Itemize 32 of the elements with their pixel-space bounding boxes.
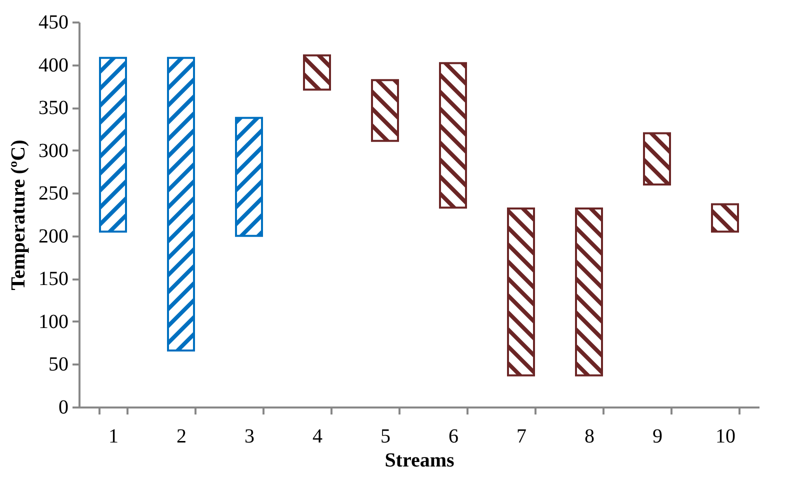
bar <box>507 208 535 376</box>
y-tick-label: 150 <box>38 268 68 290</box>
y-tick-label: 100 <box>38 310 68 333</box>
bar <box>235 116 263 237</box>
x-tick-label: 8 <box>584 426 594 448</box>
bar <box>643 132 671 186</box>
y-tick-label: 350 <box>38 97 68 120</box>
y-tick-label: 400 <box>38 54 68 76</box>
y-tick-label: 450 <box>38 12 68 34</box>
bar <box>711 203 739 233</box>
x-tick-label: 7 <box>516 426 526 448</box>
y-tick-label: 250 <box>38 182 68 205</box>
y-axis-title: Temperature (ºC) <box>8 140 30 290</box>
x-tick-label: 2 <box>176 426 186 448</box>
bar <box>167 56 195 352</box>
x-tick-label: 6 <box>448 426 458 448</box>
bar <box>439 62 467 209</box>
x-axis-title: Streams <box>384 450 455 472</box>
y-tick-label: 0 <box>58 396 68 418</box>
y-tick-label: 50 <box>48 354 68 376</box>
x-tick-label: 4 <box>312 426 322 448</box>
x-tick-label: 5 <box>380 426 390 448</box>
bar <box>99 56 127 233</box>
x-tick-label: 1 <box>108 426 118 448</box>
bar <box>303 54 331 91</box>
x-tick-label: 3 <box>244 426 254 448</box>
y-tick-label: 200 <box>38 225 68 248</box>
x-tick-label: 9 <box>652 426 662 448</box>
y-tick-label: 300 <box>38 140 68 162</box>
bar <box>575 208 603 376</box>
x-tick-label: 10 <box>716 426 736 448</box>
bar <box>371 79 399 142</box>
